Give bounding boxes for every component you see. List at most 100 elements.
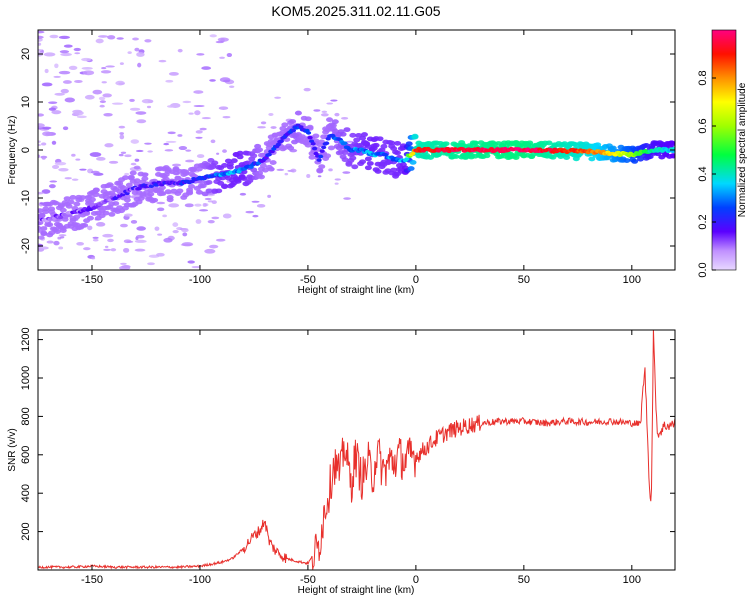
spectrogram-ridge-core <box>278 139 284 143</box>
spectrogram-ridge-halo <box>289 119 297 124</box>
spectrogram-ridge-halo <box>211 160 219 166</box>
spectrogram-noise-blob <box>245 210 254 214</box>
spectrogram-noise-blob <box>222 213 232 219</box>
spectrogram-noise-blob <box>187 260 195 264</box>
spectrogram-noise-blob <box>51 140 57 145</box>
spectrogram-noise-blob <box>162 214 167 218</box>
spectrogram-noise-blob <box>156 252 165 257</box>
spectrogram-noise-blob <box>343 197 351 200</box>
spectrogram-ridge-halo <box>106 182 114 188</box>
spectrogram-ridge-halo <box>343 127 351 133</box>
spectrogram-x-label: Height of straight line (km) <box>298 285 415 296</box>
colorbar: 0.0 0.2 0.4 0.6 0.8 Normalized spectral ampl… <box>697 29 748 278</box>
spectrogram-ridge-core <box>671 146 675 151</box>
spectrogram-ridge-halo <box>63 196 71 202</box>
spectrogram-noise-blob <box>107 238 114 243</box>
spectrogram-noise-blob <box>211 216 220 220</box>
spectrogram-ridge-halo <box>129 170 137 176</box>
spectrogram-noise-blob <box>193 90 204 94</box>
spectrogram-noise-blob <box>91 256 96 260</box>
spectrogram-noise-blob <box>51 164 60 170</box>
spectrogram-ridge-halo <box>141 172 149 178</box>
spectrogram-noise-blob <box>168 203 180 208</box>
spectrogram-ridge-halo <box>240 176 248 181</box>
spectrogram-noise-blob <box>103 112 113 117</box>
spectrogram-ridge-halo <box>380 144 388 149</box>
spectrogram-ridge-halo <box>308 154 316 160</box>
spectrogram-y-axis: -20 -10 0 10 20 <box>20 48 675 254</box>
spectrogram-noise-blob <box>46 240 54 244</box>
spectrogram-noise-blob <box>54 161 67 166</box>
spectrogram-noise-blob <box>48 107 57 111</box>
spectrogram-ridge-core <box>316 158 322 162</box>
spectrogram-noise-blob <box>54 63 59 69</box>
snr-y-label: SNR (v/v) <box>7 428 18 471</box>
spectrogram-ridge-halo <box>407 166 415 171</box>
snr-series-line <box>38 330 675 570</box>
spectrogram-noise-blob <box>48 184 56 189</box>
spectrogram-noise-blob <box>103 248 111 252</box>
spectrogram-noise-blob <box>127 51 132 55</box>
spectrogram-ridge-halo <box>318 164 326 170</box>
spectrogram-noise-blob <box>268 112 274 116</box>
colorbar-tick-label: 0.8 <box>697 70 709 85</box>
spectrogram-ridge-core <box>319 149 325 153</box>
spectrogram-ridge-halo <box>108 211 116 217</box>
spectrogram-noise-blob <box>216 152 220 155</box>
spectrogram-ridge-core <box>136 186 142 191</box>
spectrogram-ridge-halo <box>38 208 44 214</box>
spectrogram-noise-blob <box>165 140 177 143</box>
spectrogram-noise-blob <box>184 159 195 163</box>
snr-x-tick-label: 100 <box>623 574 641 586</box>
spectrogram-noise-blob <box>223 79 231 83</box>
spectrogram-ridge-core <box>305 131 312 135</box>
snr-y-tick-label: 800 <box>20 407 32 425</box>
spectrogram-ridge-halo <box>67 199 75 205</box>
spectrogram-noise-blob <box>84 94 95 100</box>
spectrogram-ridge-halo <box>376 136 384 142</box>
snr-x-label: Height of straight line (km) <box>298 585 415 596</box>
spectrogram-noise-blob <box>119 265 131 270</box>
spectrogram-noise-blob <box>59 50 70 54</box>
spectrogram-noise-blob <box>195 136 203 139</box>
snr-x-tick-label: 0 <box>413 574 419 586</box>
spectrogram-y-label: Frequency (Hz) <box>7 116 18 185</box>
spectrogram-ridge-halo <box>221 163 229 168</box>
spectrogram-noise-blob <box>321 110 328 114</box>
spectrogram-ridge-halo <box>256 147 264 153</box>
spectrogram-noise-blob <box>156 201 166 205</box>
spectrogram-noise-blob <box>334 178 341 181</box>
spectrogram-noise-blob <box>146 105 152 109</box>
spectrogram-ridge-halo <box>331 128 339 134</box>
spectrogram-noise-blob <box>165 79 174 83</box>
spectrogram-noise-blob <box>172 222 179 228</box>
spectrogram-noise-blob <box>341 116 349 120</box>
spectrogram-ridge-halo <box>349 132 357 138</box>
spectrogram-noise-blob <box>209 244 219 249</box>
spectrogram-noise-blob <box>38 113 44 117</box>
spectrogram-noise-blob <box>209 79 216 82</box>
spectrogram-noise-blob <box>334 112 340 117</box>
spectrogram-noise-blob <box>195 219 202 224</box>
spectrogram-noise-blob <box>107 35 116 40</box>
spectrogram-noise-blob <box>136 226 146 231</box>
spectrogram-ridge-core <box>342 141 348 145</box>
spectrogram-noise-blob <box>119 223 128 228</box>
spectrogram-noise-blob <box>133 165 141 170</box>
spectrogram-noise-blob <box>204 197 212 201</box>
spectrogram-ridge-halo <box>609 145 617 151</box>
spectrogram-ridge-halo <box>38 212 46 218</box>
spectrogram-noise-blob <box>73 47 81 52</box>
spectrogram-ridge-halo <box>123 197 131 203</box>
spectrogram-noise-blob <box>270 126 277 129</box>
spectrogram-noise-blob <box>118 125 126 129</box>
spectrogram-ridge-halo <box>394 150 402 156</box>
spectrogram-ridge-halo <box>236 154 244 160</box>
spectrogram-ridge-core <box>410 151 416 156</box>
spectrogram-ridge-halo <box>121 175 129 181</box>
spectrogram-noise-blob <box>194 203 202 207</box>
snr-plot-area <box>38 330 675 570</box>
spectrogram-y-tick-label: 0 <box>20 147 32 153</box>
spectrogram-noise-blob <box>222 115 231 119</box>
spectrogram-noise-blob <box>166 105 175 108</box>
